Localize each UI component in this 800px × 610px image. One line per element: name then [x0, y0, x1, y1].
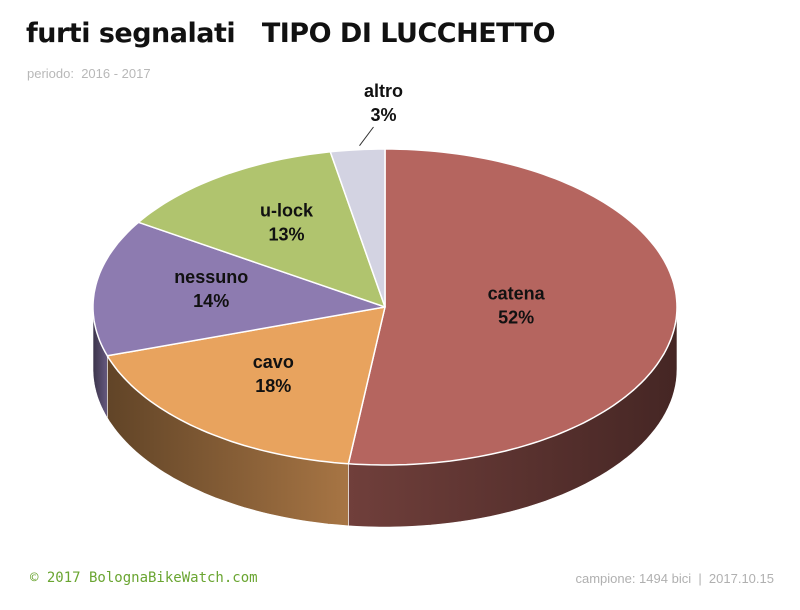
slice-value-nessuno: 14%	[193, 291, 229, 311]
slice-label-altro: altro	[364, 81, 403, 101]
pie-slice-u-lock	[137, 151, 386, 308]
footer-copyright: © 2017 BolognaBikeWatch.com	[30, 570, 258, 586]
pie-slices	[92, 148, 678, 466]
slice-value-cavo: 18%	[255, 376, 291, 396]
pie-labels: catena 52% cavo 18% nessuno 14% u-lock 13% altro…	[174, 81, 545, 396]
chart-title: furti segnalati TIPO DI LUCCHETTO	[26, 18, 556, 49]
pie-slice-altro	[329, 148, 386, 308]
slice-label-nessuno: nessuno	[174, 267, 248, 287]
slice-value-u-lock: 13%	[268, 225, 304, 245]
slice-label-u-lock: u-lock	[260, 201, 314, 221]
slice-value-altro: 3%	[370, 105, 396, 125]
pie-slice-nessuno	[92, 221, 386, 357]
slice-label-cavo: cavo	[253, 352, 294, 372]
slice-value-catena: 52%	[498, 308, 534, 328]
chart-subtitle: periodo: 2016 - 2017	[27, 66, 151, 81]
slice-label-catena: catena	[488, 284, 546, 304]
pie-slice-cavo	[106, 306, 386, 465]
leader-line-altro	[359, 126, 374, 146]
footer-info: campione: 1494 bici | 2017.10.15	[575, 571, 774, 586]
pie-slice-catena	[347, 148, 678, 466]
